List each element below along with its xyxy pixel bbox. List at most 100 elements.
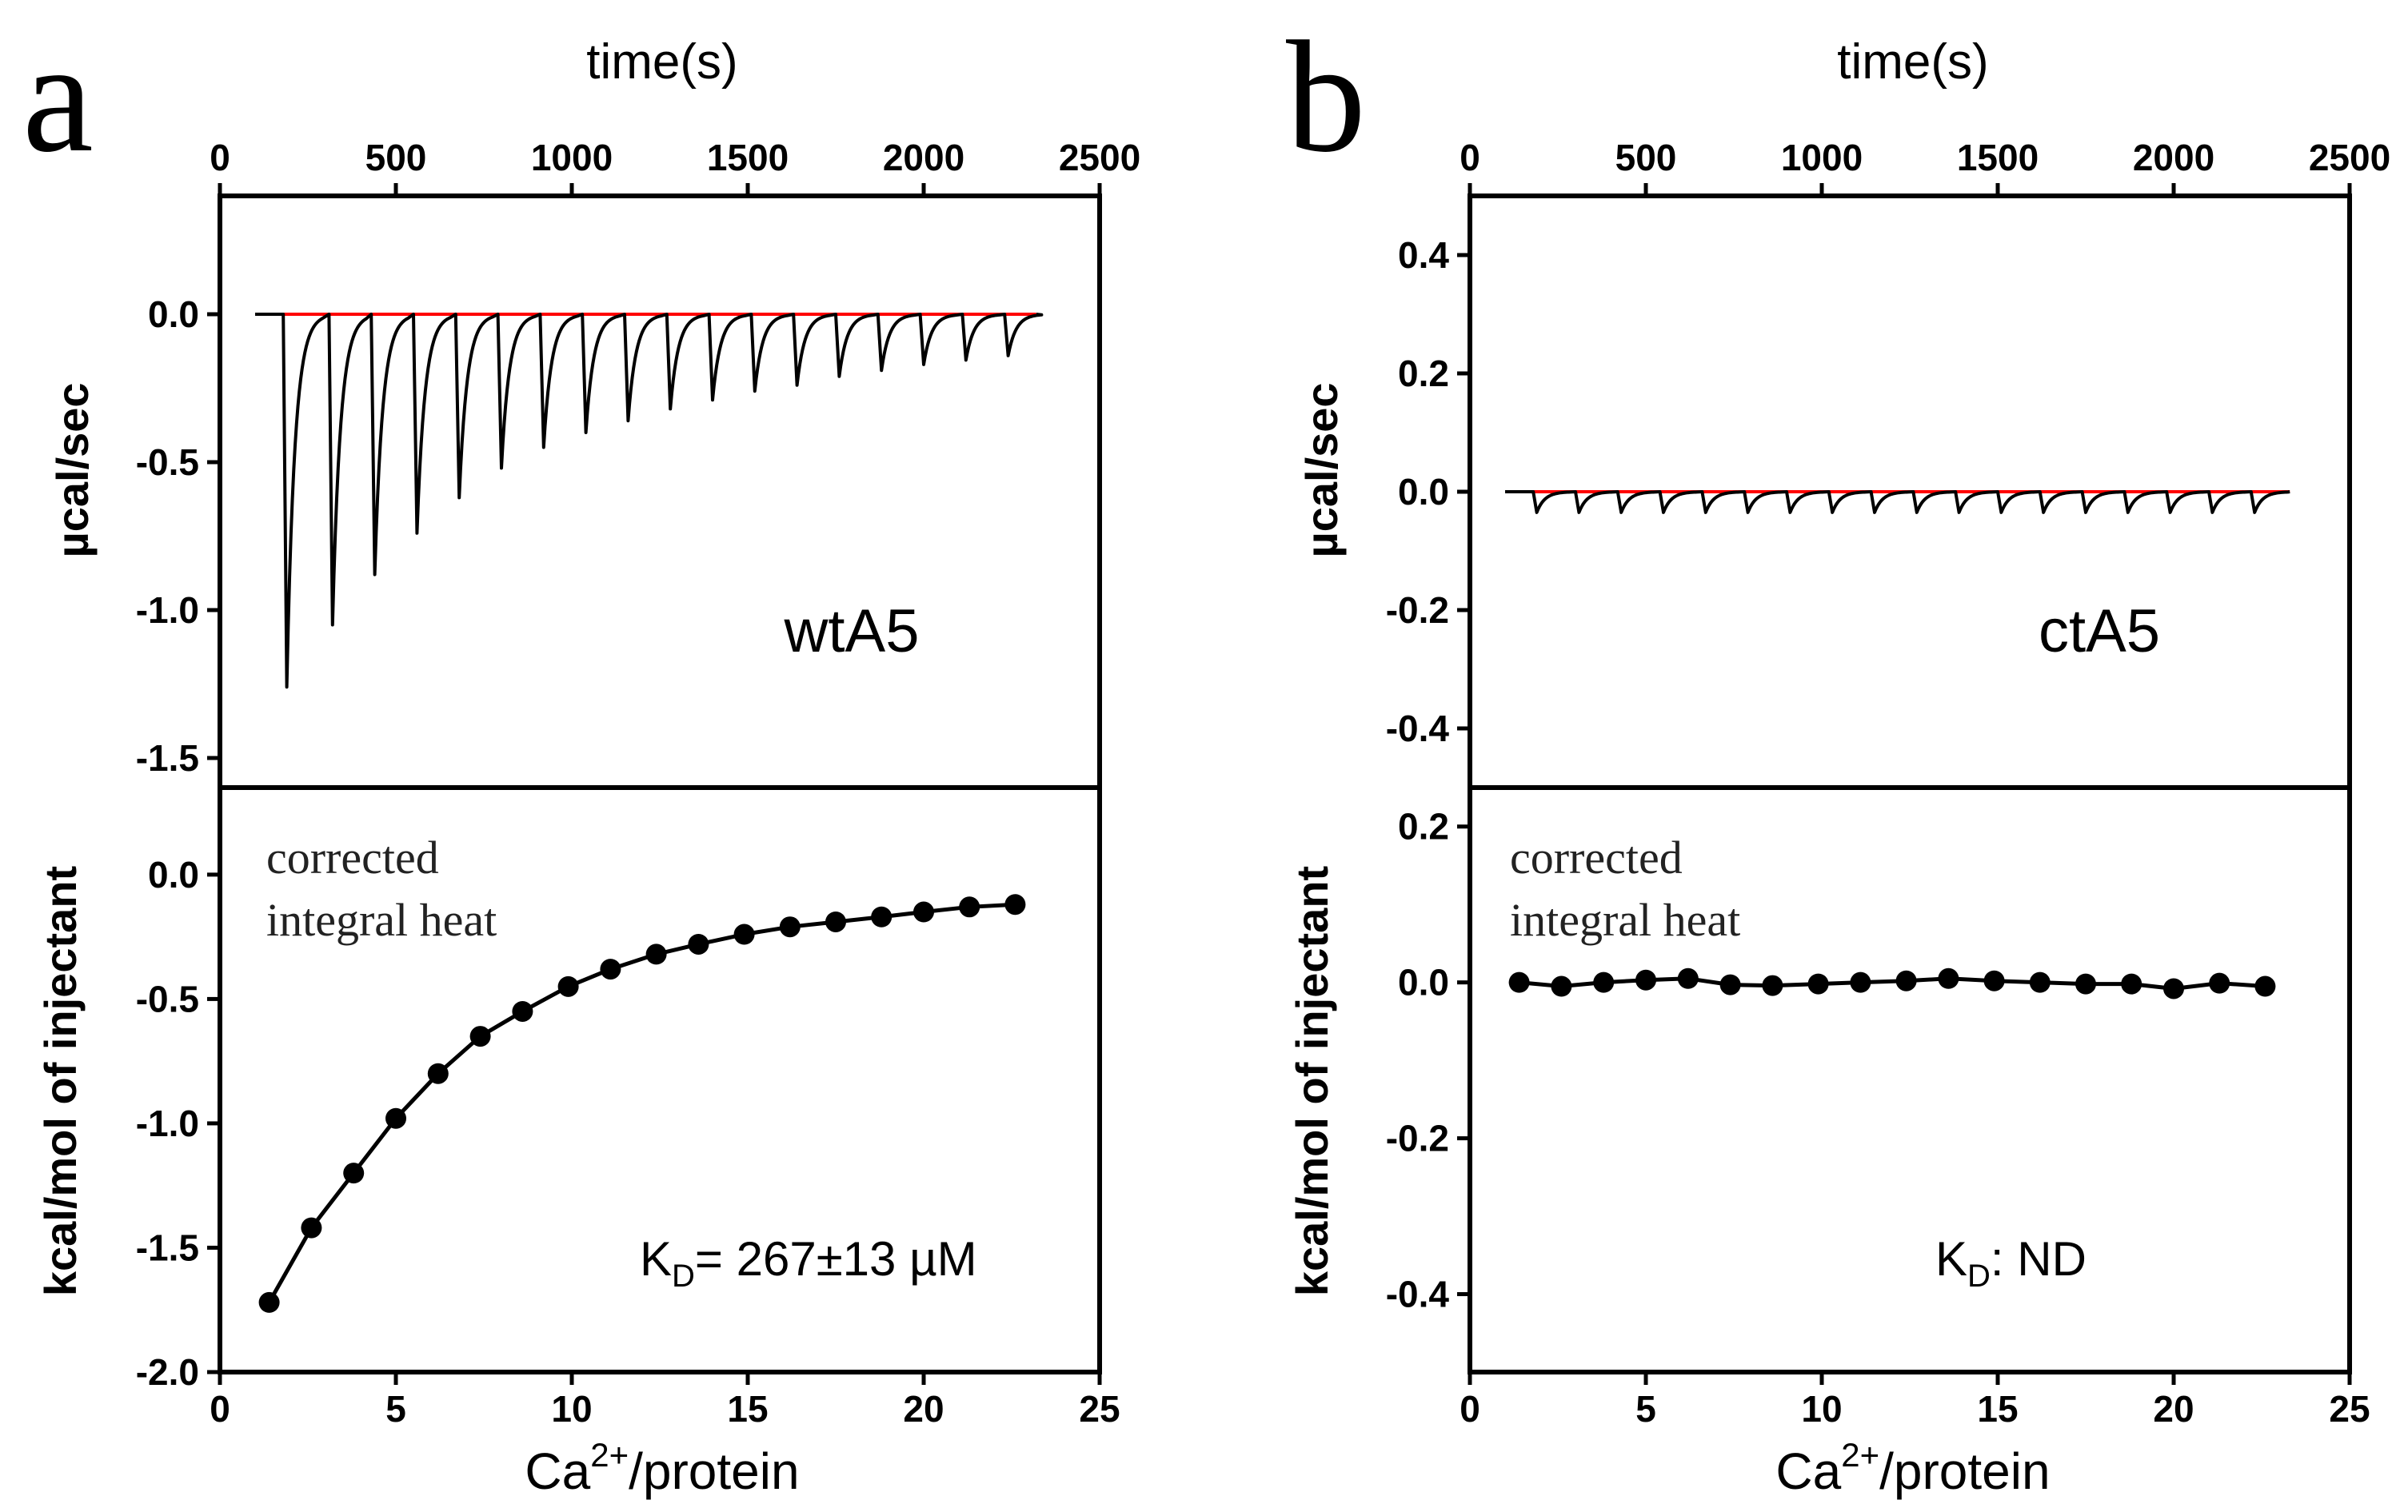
panel-b-data-point <box>2075 973 2096 995</box>
panel-a-xlabel: Ca2+/protein <box>525 1436 799 1500</box>
panel-a-data-point <box>385 1107 406 1129</box>
panel-b-thermogram-trace <box>1505 490 2290 514</box>
panel-a-data-point <box>512 1000 533 1022</box>
panel-a-data-point <box>258 1291 280 1313</box>
panel-b-top-ytick-label: -0.2 <box>1386 589 1449 631</box>
panel-a-top-xtick-label: 2000 <box>883 137 964 178</box>
panel-b-note-line2: integral heat <box>1510 894 1740 946</box>
panel-a-top-xtick-label: 500 <box>365 137 427 178</box>
panel-b-top-xtick-label: 2500 <box>2309 137 2390 178</box>
panel-a-bottom-ytick-label: -1.5 <box>136 1227 199 1268</box>
panel-b-top-xtick-label: 0 <box>1460 137 1480 178</box>
panel-a-data-point <box>645 944 667 965</box>
panel-b-bottom-xtick-label: 25 <box>2329 1388 2370 1430</box>
panel-a-top-ytick-label: -1.0 <box>136 589 199 631</box>
panel-b-top-ytick-label: 0.2 <box>1398 353 1449 394</box>
panel-b-top-y-ticks: 0.4 0.2 0.0 -0.2 -0.4 <box>1386 234 1470 749</box>
panel-a-top-xtick-label: 1500 <box>707 137 789 178</box>
panel-b-data-point <box>1508 971 1530 993</box>
panel-a-bottom-ytick-label: -2.0 <box>136 1351 199 1393</box>
panel-b-bottom-ytick-label: -0.4 <box>1386 1274 1450 1315</box>
panel-b-data-point <box>2029 971 2051 993</box>
panel-b-fit-line <box>1519 976 2266 991</box>
panel-a-bottom-ylabel: kcal/mol of injectant <box>35 866 86 1296</box>
panel-a-data-point <box>733 924 755 945</box>
panel-a-integrated-heats <box>258 894 1026 1313</box>
panel-a-bottom-xtick-label: 0 <box>210 1388 230 1430</box>
panel-b-fit-curve <box>1519 976 2266 991</box>
panel-b-data-point <box>1762 975 1783 996</box>
panel-a-bottom-ytick-label: -0.5 <box>136 978 199 1019</box>
panel-b-top-x-ticks: 0 500 1000 1500 2000 2500 <box>1460 137 2390 196</box>
panel-b-data-point <box>1551 975 1572 997</box>
panel-a-top-y-ticks: 0.0 -0.5 -1.0 -1.5 <box>136 293 220 779</box>
panel-a-kd-sub: D <box>672 1259 695 1294</box>
panel-b-data-point <box>2163 978 2184 999</box>
panel-b-xlabel: Ca2+/protein <box>1775 1436 2050 1500</box>
panel-b-top-ytick-label: 0.4 <box>1398 234 1449 276</box>
panel-a-data-point <box>871 906 893 928</box>
panel-a-kd-k: K <box>640 1232 672 1286</box>
panel-b-data-point <box>1895 970 1917 991</box>
panel-a-xlabel-sup: 2+ <box>590 1436 629 1474</box>
panel-b-xlabel-sup: 2+ <box>1841 1436 1879 1474</box>
panel-a-data-point <box>600 959 621 980</box>
panel-a-top-ytick-label: -0.5 <box>136 441 199 483</box>
panel-a-time-axis-title: time(s) <box>586 34 737 90</box>
panel-b-data-point <box>1593 971 1615 993</box>
panel-b-bottom-xtick-label: 0 <box>1460 1388 1480 1430</box>
panel-b-data-point <box>1719 974 1741 995</box>
panel-a-top-xtick-label: 0 <box>210 137 230 178</box>
panel-a-bottom-xtick-label: 15 <box>727 1388 768 1430</box>
panel-b-xlabel-base: Ca <box>1775 1442 1841 1500</box>
panel-a-data-point <box>825 911 846 932</box>
panel-a-top-ytick-label: 0.0 <box>148 293 199 335</box>
panel-b-note-line1: corrected <box>1510 832 1683 884</box>
panel-a-top-ylabel: µcal/sec <box>47 382 98 557</box>
panel-b-top-xtick-label: 1500 <box>1957 137 2039 178</box>
panel-b-bottom-x-ticks: 0 5 10 15 20 25 <box>1460 1372 2370 1430</box>
panel-b-bottom-xtick-label: 15 <box>1977 1388 2018 1430</box>
panel-a-bottom-ytick-label: 0.0 <box>148 854 199 896</box>
panel-b-data-point <box>2254 975 2276 997</box>
panel-b-bottom-ytick-label: 0.2 <box>1398 806 1449 848</box>
panel-a-data-point <box>779 916 801 938</box>
panel-b-data-point <box>1983 970 2005 991</box>
panel-a-bottom-frame <box>218 785 1102 1374</box>
panel-b: b time(s) 0 500 1000 1500 2000 2500 0.4 0.2 0.0… <box>1286 9 2390 1500</box>
panel-b-kd-value: : ND <box>1991 1232 2087 1286</box>
panel-a-data-point <box>913 901 934 923</box>
panel-b-data-point <box>2121 973 2142 995</box>
panel-b-xlabel-rest: /protein <box>1879 1442 2050 1500</box>
panel-b-top-ylabel: µcal/sec <box>1296 382 1347 557</box>
panel-b-data-point <box>1635 969 1656 991</box>
panel-a-data-point <box>343 1163 365 1184</box>
panel-a-xlabel-base: Ca <box>525 1442 590 1500</box>
panel-b-letter: b <box>1286 9 1366 186</box>
panel-a-bottom-y-ticks: 0.0 -0.5 -1.0 -1.5 -2.0 <box>136 854 220 1393</box>
panel-b-bottom-y-ticks: 0.2 0.0 -0.2 -0.4 <box>1386 806 1470 1315</box>
panel-a-bottom-xtick-label: 10 <box>551 1388 592 1430</box>
panel-a-data-point <box>688 933 709 955</box>
panel-b-top-ytick-label: -0.4 <box>1386 708 1450 749</box>
panel-a-letter: a <box>22 9 94 186</box>
panel-b-data-point <box>1807 973 1829 995</box>
panel-a-note-line2: integral heat <box>266 894 497 946</box>
panel-a-kd-label: KD= 267±13 µM <box>640 1232 977 1294</box>
panel-b-bottom-ytick-label: -0.2 <box>1386 1118 1449 1159</box>
panel-a-bottom-xtick-label: 5 <box>385 1388 406 1430</box>
panel-b-sample-label: ctA5 <box>2039 597 2160 665</box>
panel-a-xlabel-rest: /protein <box>629 1442 799 1500</box>
panel-b-data-point <box>1938 967 1959 989</box>
panel-a-top-x-ticks: 0 500 1000 1500 2000 2500 <box>210 137 1140 196</box>
panel-a-data-point <box>1004 894 1026 916</box>
panel-a-bottom-ytick-label: -1.0 <box>136 1103 199 1144</box>
panel-a-kd-value: = 267±13 µM <box>695 1232 977 1286</box>
panel-a-bottom-x-ticks: 0 5 10 15 20 25 <box>210 1372 1120 1430</box>
panel-b-kd-k: K <box>1935 1232 1967 1286</box>
panel-a-bottom-xtick-label: 20 <box>903 1388 944 1430</box>
panel-a-thermogram-trace <box>255 313 1044 689</box>
panel-a-data-point <box>301 1217 322 1239</box>
panel-a-bottom-xtick-label: 25 <box>1079 1388 1120 1430</box>
